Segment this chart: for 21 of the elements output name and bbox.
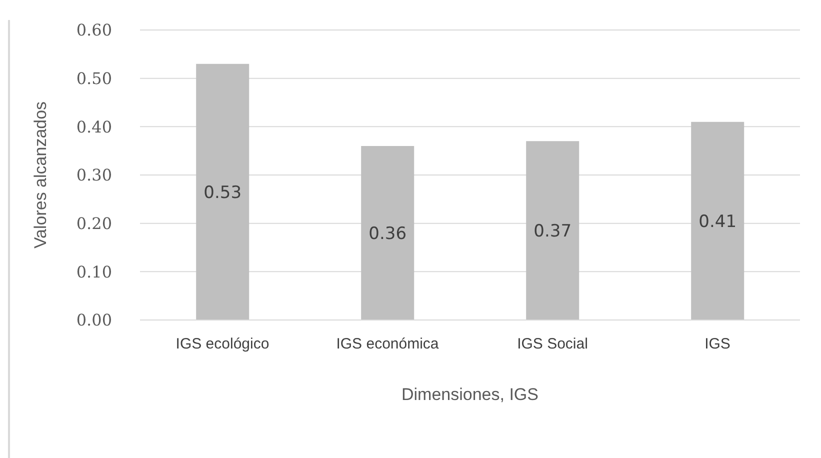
y-tick-label: 0.00 xyxy=(76,310,112,330)
x-axis-title: Dimensiones, IGS xyxy=(402,385,538,404)
data-label: 0.53 xyxy=(204,182,242,203)
bar xyxy=(691,122,744,320)
data-label: 0.37 xyxy=(534,222,572,242)
y-tick-label: 0.40 xyxy=(76,117,112,136)
bar xyxy=(361,146,414,320)
x-tick-label: IGS económica xyxy=(336,336,440,353)
bar xyxy=(526,141,580,320)
y-tick-label: 0.10 xyxy=(76,262,112,282)
y-tick-label: 0.30 xyxy=(76,166,112,185)
y-tick-label: 0.60 xyxy=(76,20,112,40)
data-label: 0.36 xyxy=(368,224,407,244)
bar xyxy=(196,64,250,320)
x-tick-label: IGS Social xyxy=(517,336,588,353)
x-tick-label: IGS xyxy=(704,336,730,353)
data-label: 0.41 xyxy=(698,212,737,232)
x-tick-label: IGS ecológico xyxy=(176,336,270,353)
y-tick-label: 0.50 xyxy=(76,69,112,88)
y-axis-title: Valores alcanzados xyxy=(31,101,50,249)
y-tick-label: 0.20 xyxy=(76,214,112,234)
